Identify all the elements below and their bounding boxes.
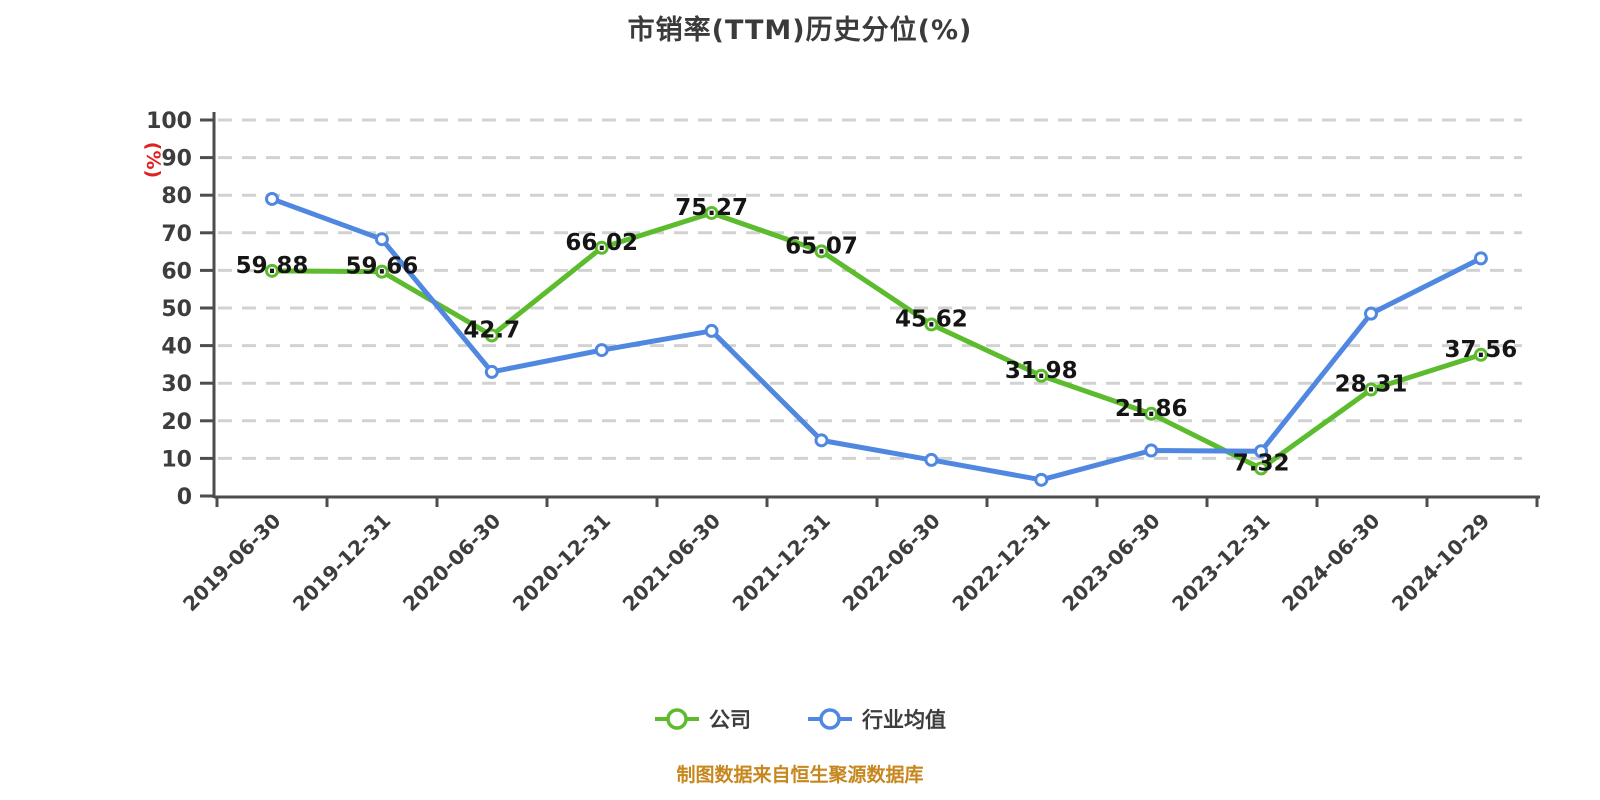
data-point (484, 364, 499, 379)
data-point (704, 205, 719, 220)
y-tick-label: 60 (161, 259, 192, 284)
x-tick-label: 2020-06-30 (398, 509, 505, 616)
data-point (265, 263, 279, 278)
data-point (814, 244, 829, 259)
x-tick-label: 2024-06-30 (1277, 509, 1384, 616)
x-tick-label: 2022-06-30 (837, 509, 944, 616)
y-tick-label: 30 (161, 372, 192, 397)
data-label: 28.31 (1335, 372, 1408, 398)
data-point (1144, 406, 1159, 421)
data-source-note: 制图数据来自恒生聚源数据库 (676, 764, 924, 786)
x-tick-label: 2020-12-31 (508, 509, 615, 616)
x-tick-label: 2021-12-31 (728, 509, 835, 616)
data-point (374, 264, 389, 279)
legend-marker-icon (655, 708, 699, 730)
x-tick-label: 2023-12-31 (1167, 509, 1274, 616)
legend-item-行业均值[interactable]: 行业均值 (807, 704, 946, 734)
series-line-行业均值 (269, 196, 1484, 483)
data-point (1473, 347, 1488, 362)
data-label: 65.07 (785, 233, 858, 259)
data-label: 45.62 (895, 306, 968, 332)
chart-title: 市销率(TTM)历史分位(%) (627, 15, 973, 46)
y-tick-label: 100 (146, 109, 192, 134)
y-tick-label: 90 (161, 147, 192, 172)
data-label: 59.66 (346, 254, 419, 280)
data-point (484, 328, 499, 343)
data-point (1364, 382, 1378, 397)
data-point (594, 240, 609, 255)
data-point (594, 343, 609, 358)
data-label: 21.86 (1115, 396, 1188, 422)
data-point (924, 317, 939, 332)
legend-label: 行业均值 (862, 708, 946, 732)
y-tick-label: 80 (161, 184, 192, 209)
y-tick-label: 40 (161, 335, 192, 360)
legend: 公司 行业均值 (0, 704, 1600, 734)
data-point (1254, 461, 1269, 476)
y-tick-label: 50 (161, 297, 192, 322)
data-label: 66.02 (565, 230, 638, 256)
x-tick-label: 2023-06-30 (1057, 509, 1164, 616)
data-label: 75.27 (675, 195, 748, 221)
y-tick-label: 0 (177, 485, 192, 510)
legend-marker-icon (808, 708, 852, 730)
data-point (1473, 251, 1488, 266)
data-point (1254, 444, 1269, 459)
data-label: 59.88 (236, 253, 309, 279)
y-tick-label: 70 (161, 222, 192, 247)
x-tick-label: 2019-12-31 (288, 509, 395, 616)
x-tick-label: 2022-12-31 (947, 509, 1054, 616)
x-tick-label: 2019-06-30 (178, 509, 285, 616)
x-tick-label: 2024-10-29 (1387, 509, 1494, 616)
y-tick-label: 10 (161, 447, 192, 472)
data-point (1364, 306, 1378, 321)
legend-label: 公司 (709, 708, 751, 732)
data-point (265, 191, 279, 206)
data-label: 42.7 (463, 317, 520, 343)
data-point (1034, 368, 1049, 383)
data-label: 31.98 (1005, 358, 1078, 384)
line-chart-canvas: 0 10 20 30 40 50 60 70 80 90 100 2019-06-30 2019-12-… (146, 109, 1540, 616)
data-label: 7.32 (1233, 450, 1290, 476)
y-tick-label: 20 (161, 410, 192, 435)
legend-item-公司[interactable]: 公司 (654, 704, 751, 734)
data-point (1144, 443, 1159, 458)
data-label: 37.56 (1445, 337, 1518, 363)
x-tick-label: 2021-06-30 (618, 509, 725, 616)
data-point (814, 433, 829, 448)
data-point (924, 452, 939, 467)
data-point (704, 323, 719, 338)
data-point (374, 232, 389, 247)
series-line-公司 (269, 210, 1484, 471)
data-point (1034, 472, 1049, 487)
